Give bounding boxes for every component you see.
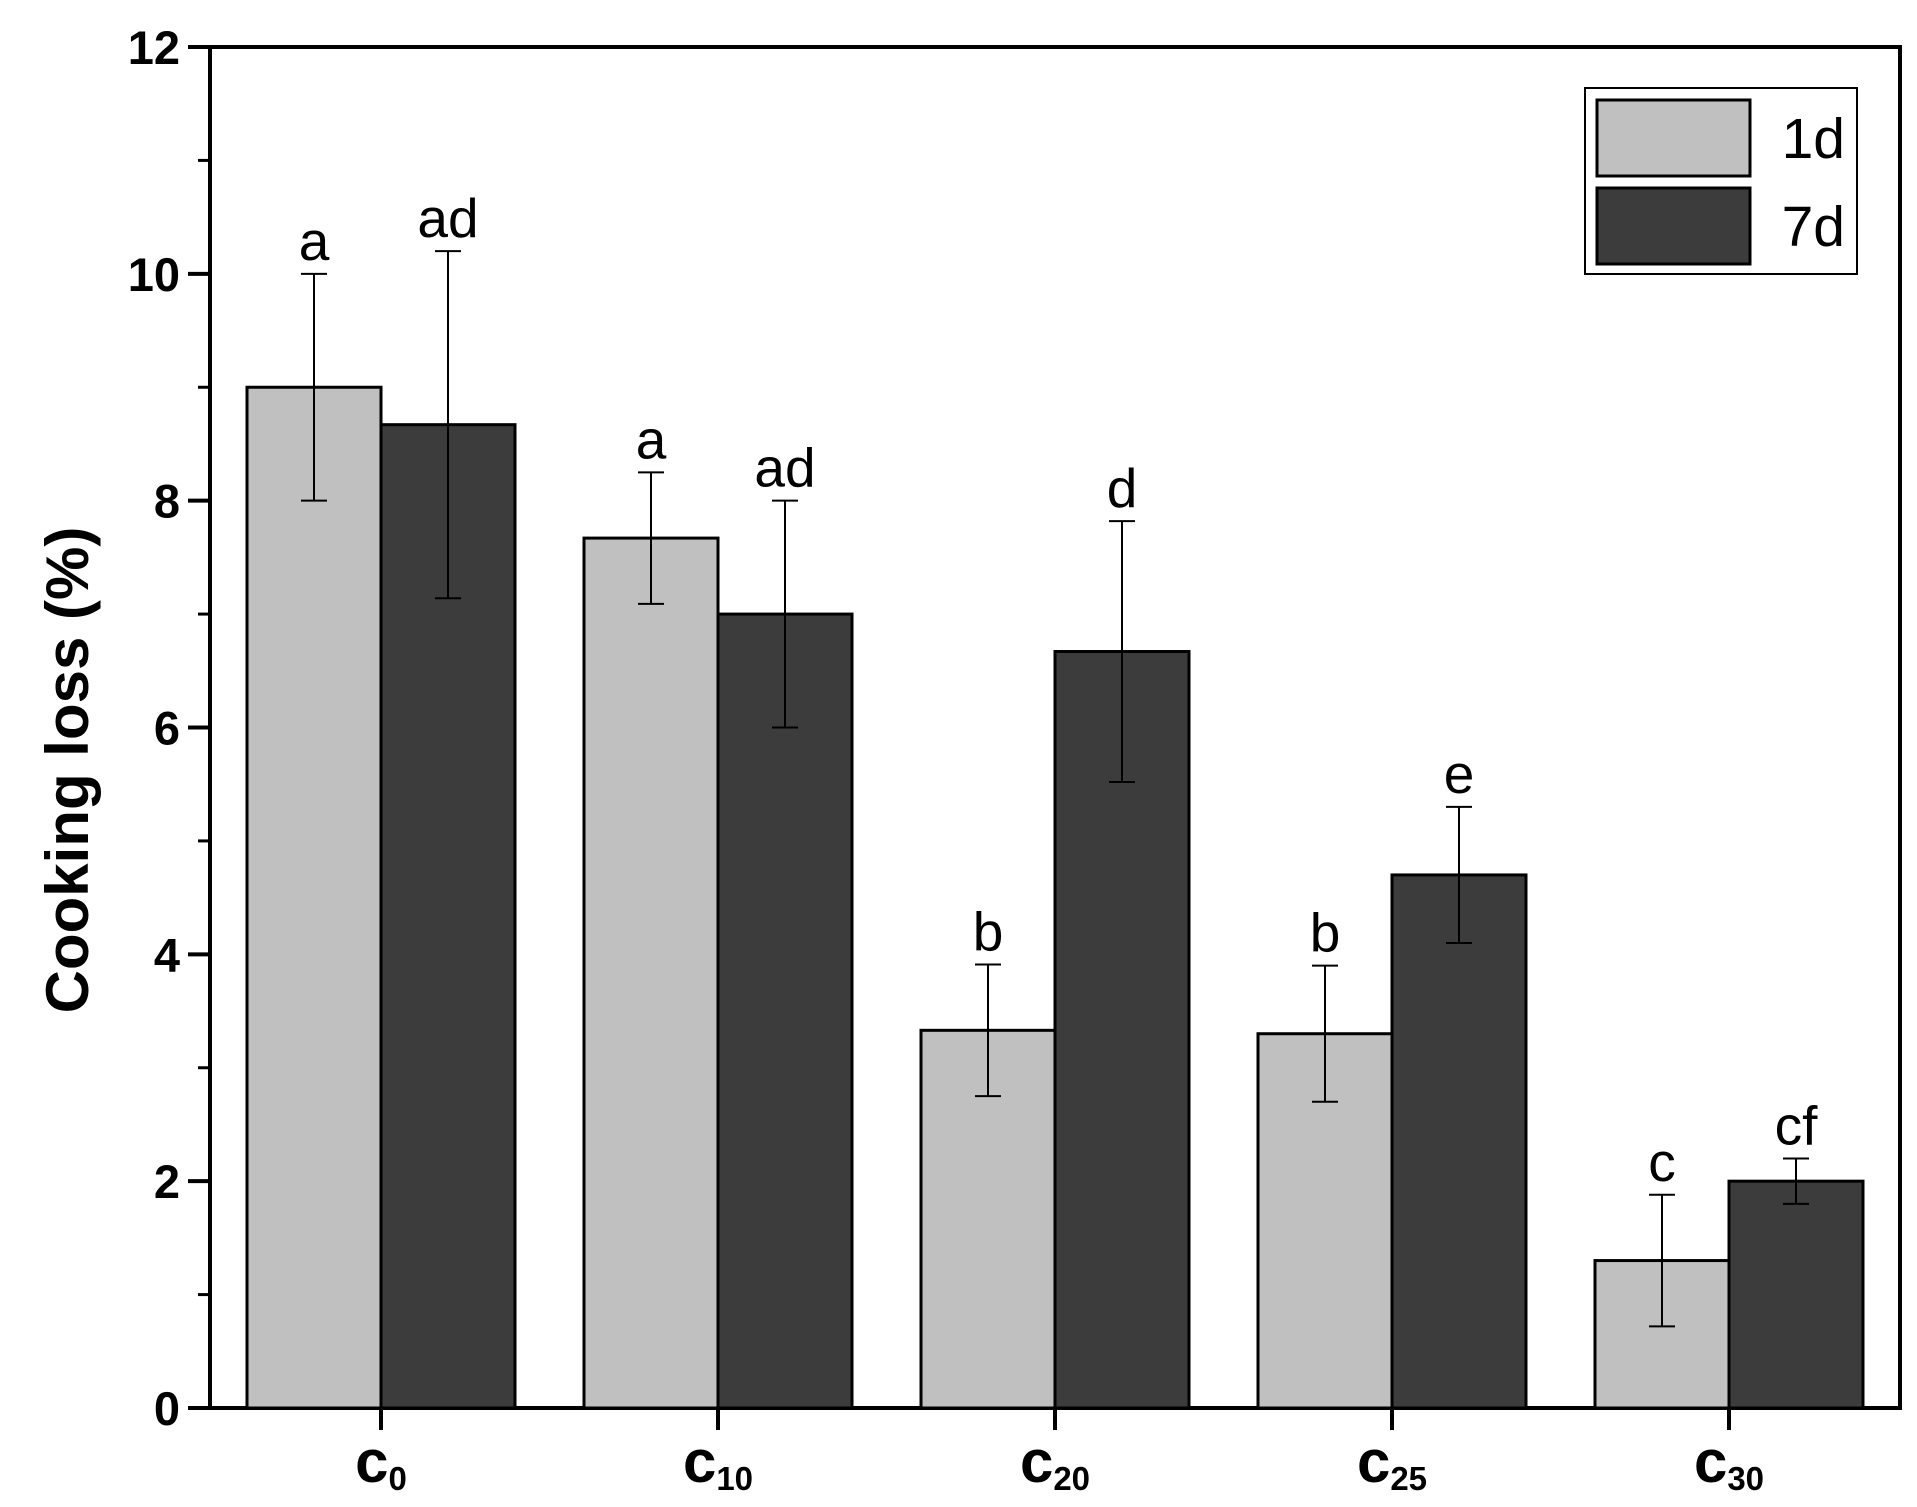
- x-tick-label: c30: [1694, 1428, 1764, 1497]
- y-tick-label: 6: [154, 702, 180, 755]
- y-axis-label: Cooking loss (%): [34, 527, 101, 1014]
- legend-label: 1d: [1782, 107, 1845, 171]
- significance-label: c: [1648, 1131, 1676, 1193]
- bar-1d: [582, 536, 720, 1410]
- x-tick-label: c10: [683, 1428, 753, 1497]
- y-tick-label: 12: [128, 21, 180, 74]
- significance-label: b: [973, 901, 1004, 963]
- significance-label: b: [1310, 902, 1341, 964]
- y-tick-label: 10: [128, 248, 180, 301]
- y-tick-label: 2: [154, 1155, 180, 1208]
- bar-7d: [716, 612, 854, 1410]
- y-tick-label: 4: [154, 928, 180, 981]
- significance-label: e: [1444, 743, 1475, 805]
- bar-1d: [245, 385, 383, 1410]
- significance-label: ad: [417, 187, 478, 249]
- legend-swatch-1d: [1595, 98, 1752, 178]
- significance-label: ad: [754, 437, 815, 499]
- x-tick-label: c20: [1020, 1428, 1090, 1497]
- significance-label: a: [299, 210, 330, 272]
- significance-label: cf: [1775, 1094, 1819, 1156]
- legend-swatch-7d: [1595, 186, 1752, 266]
- x-tick-label: c25: [1357, 1428, 1427, 1497]
- significance-label: d: [1107, 457, 1138, 519]
- bar-7d: [1390, 873, 1528, 1410]
- x-tick-label: c0: [355, 1428, 407, 1497]
- legend-label: 7d: [1782, 195, 1845, 259]
- y-tick-label: 0: [154, 1382, 180, 1435]
- bar-7d: [1727, 1179, 1865, 1410]
- significance-label: a: [636, 408, 667, 470]
- y-tick-label: 8: [154, 475, 180, 528]
